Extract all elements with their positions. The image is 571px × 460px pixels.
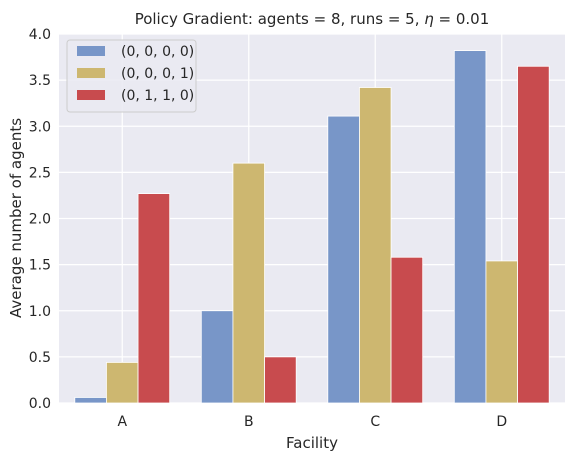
bar-C-series-3	[390, 256, 424, 404]
bar-A-series-1	[74, 397, 107, 404]
legend: (0, 0, 0, 0) (0, 0, 0, 1) (0, 1, 1, 0)	[66, 39, 197, 113]
y-tick-label: 1.5	[29, 258, 51, 274]
y-tick-label: 2.5	[29, 165, 51, 181]
legend-swatch	[77, 68, 105, 78]
y-tick-label: 4.0	[29, 27, 51, 43]
y-tick-label: 0.5	[29, 350, 51, 366]
y-tick-label: 2.0	[29, 212, 51, 228]
bar-B-series-3	[264, 356, 297, 404]
legend-label: (0, 0, 0, 1)	[121, 66, 194, 82]
y-axis-ticks: 0.0 0.5 1.0 1.5 2.0 2.5 3.0 3.5 4.0	[29, 27, 51, 412]
bar-D-series-1	[453, 50, 487, 404]
bar-B-series-2	[232, 162, 265, 404]
x-tick-label: B	[244, 414, 254, 430]
legend-label: (0, 0, 0, 0)	[121, 44, 194, 60]
x-tick-label: A	[117, 414, 127, 430]
bar-C-series-1	[327, 115, 360, 404]
legend-swatch	[77, 46, 105, 56]
bar-A-series-2	[106, 362, 139, 404]
y-tick-label: 1.0	[29, 304, 51, 320]
x-axis-ticks: A B C D	[117, 414, 507, 430]
chart-title: Policy Gradient: agents = 8, runs = 5, η…	[135, 10, 490, 28]
bar-A-series-3	[137, 193, 171, 404]
y-tick-label: 3.0	[29, 119, 51, 135]
x-tick-label: D	[496, 414, 507, 430]
legend-swatch	[77, 90, 105, 100]
legend-label: (0, 1, 1, 0)	[121, 88, 194, 104]
y-axis-label: Average number of agents	[7, 118, 25, 318]
bar-D-series-2	[485, 260, 518, 404]
bar-D-series-3	[517, 65, 550, 404]
y-tick-label: 0.0	[29, 396, 51, 412]
bar-C-series-2	[359, 87, 392, 404]
bars-group	[74, 50, 550, 404]
x-axis-label: Facility	[286, 434, 338, 452]
x-tick-label: C	[370, 414, 380, 430]
y-tick-label: 3.5	[29, 73, 51, 89]
bar-B-series-1	[200, 310, 234, 404]
